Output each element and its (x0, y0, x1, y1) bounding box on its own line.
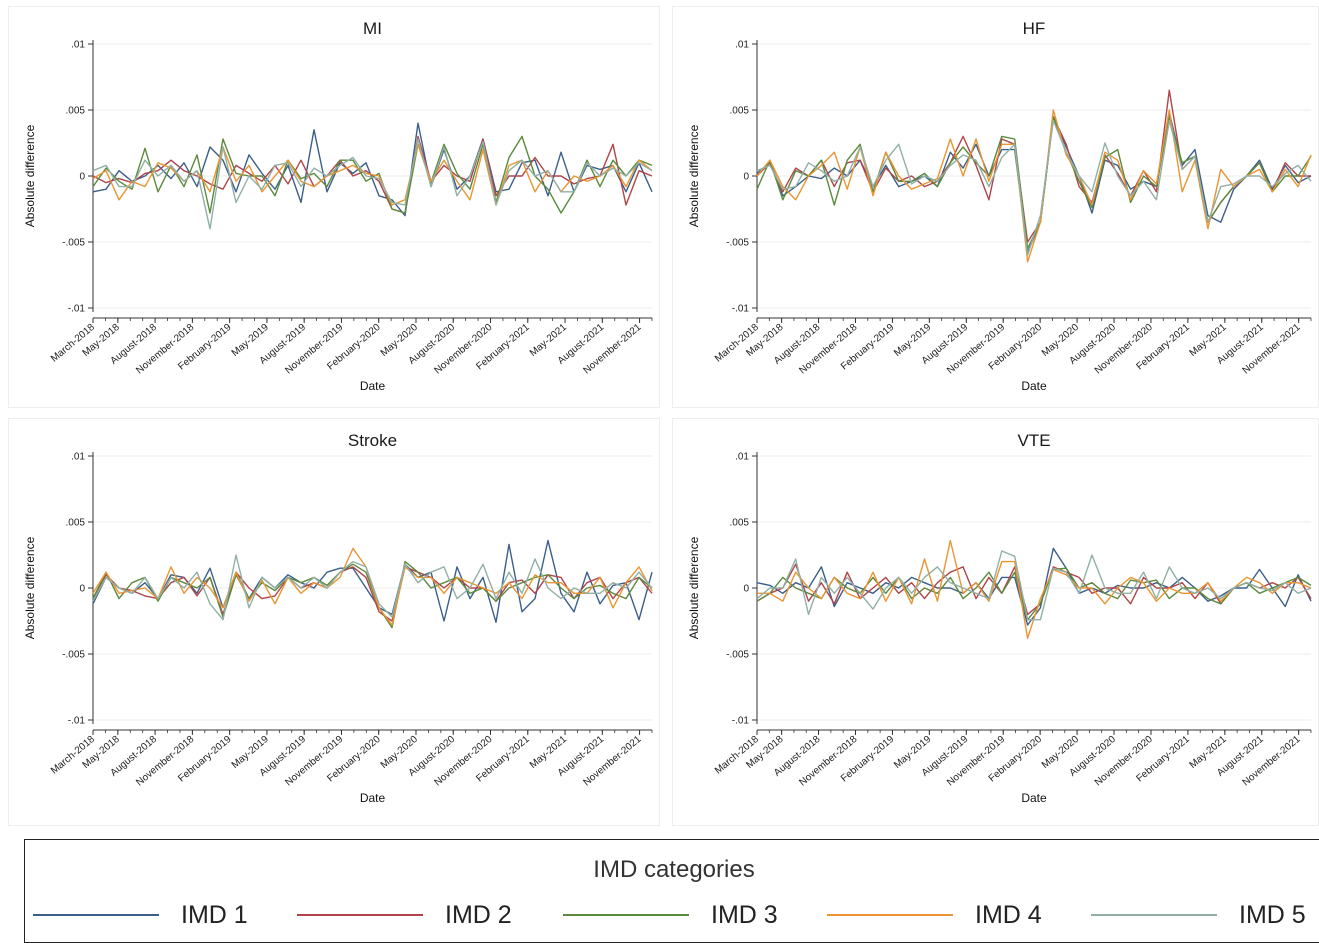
chart-panel-mi: MI.01.0050-.005-.01March-2018May-2018Aug… (8, 6, 660, 408)
stroke-ytick-label: .01 (71, 452, 85, 463)
mi-ytick-label: .005 (66, 106, 86, 117)
mi-ytick-label: .01 (71, 40, 85, 51)
stroke-series-imd-5 (92, 554, 653, 621)
chart-grid: MI .01.005 0 -.005 -.01 March-2018 May-2018 Aug… (8, 6, 1319, 826)
vte-ytick-label: -.01 (732, 716, 750, 727)
hf-panel-frame (672, 6, 1319, 408)
legend-swatch-imd-4 (827, 914, 953, 916)
vte-ytick-label: .005 (730, 518, 750, 529)
vte-series-imd-3 (756, 567, 1312, 621)
chart-legend: IMD categories IMD 1 IMD 2 IMD 3 IMD 4 I… (24, 839, 1319, 943)
mi-title: MI (363, 19, 382, 38)
vte-ytick-label: .01 (735, 452, 749, 463)
mi-series-imd-5 (92, 138, 653, 230)
vte-y-axis-label: Absolute difference (687, 536, 701, 639)
legend-item-imd-1: IMD 1 (33, 898, 248, 932)
hf-y-axis-label: Absolute difference (687, 124, 701, 227)
mi-y-axis-label: Absolute difference (23, 124, 37, 227)
legend-item-imd-4: IMD 4 (827, 898, 1042, 932)
mi-series-imd-1 (92, 122, 653, 217)
legend-title: IMD categories (593, 856, 755, 883)
vte-panel-frame (672, 418, 1319, 826)
chart-panel-hf: HF.01.0050-.005-.01March-2018May-2018Aug… (672, 6, 1319, 408)
hf-ytick-label: 0 (743, 172, 749, 183)
legend-swatch-imd-3 (563, 914, 689, 916)
legend-swatch-imd-2 (297, 914, 423, 916)
mi-ytick-label: -.005 (62, 238, 85, 249)
stroke-ytick-label: -.005 (62, 650, 85, 661)
vte-ytick-label: 0 (743, 584, 749, 595)
mi-x-axis-label: Date (360, 379, 386, 393)
hf-x-axis-label: Date (1021, 379, 1047, 393)
legend-label-imd-5: IMD 5 (1239, 900, 1306, 929)
mi-ytick-label: 0 (79, 172, 85, 183)
mi-ytick-label: -.01 (68, 304, 86, 315)
vte-x-axis-label: Date (1021, 791, 1047, 805)
stroke-series-imd-2 (92, 566, 653, 622)
vte-ytick-label: -.005 (726, 650, 749, 661)
chart-panel-stroke: Stroke.01.0050-.005-.01March-2018May-201… (8, 418, 660, 826)
legend-label-imd-1: IMD 1 (181, 900, 248, 929)
mi-series-imd-2 (92, 135, 653, 214)
legend-swatch-imd-5 (1091, 914, 1217, 916)
legend-item-imd-3: IMD 3 (563, 898, 778, 932)
mi-panel-frame (8, 6, 660, 408)
stroke-series-imd-3 (92, 560, 653, 629)
vte-series-imd-4 (757, 539, 1312, 639)
vte-title: VTE (1017, 431, 1050, 450)
legend-item-imd-2: IMD 2 (297, 898, 512, 932)
hf-series-imd-5 (756, 119, 1312, 256)
legend-label-imd-3: IMD 3 (711, 900, 778, 929)
vte-series-imd-5 (756, 550, 1312, 621)
hf-ytick-label: -.01 (732, 304, 750, 315)
hf-title: HF (1023, 19, 1046, 38)
hf-series-imd-4 (756, 109, 1312, 263)
stroke-title: Stroke (348, 431, 397, 450)
chart-panel-vte: VTE.01.0050-.005-.01March-2018May-2018Au… (672, 418, 1319, 826)
legend-label-imd-2: IMD 2 (445, 900, 512, 929)
hf-ytick-label: .005 (730, 106, 750, 117)
legend-swatch-imd-1 (33, 914, 159, 916)
stroke-ytick-label: -.01 (68, 716, 86, 727)
legend-item-imd-5: IMD 5 (1091, 898, 1306, 932)
stroke-ytick-label: 0 (79, 584, 85, 595)
legend-label-imd-4: IMD 4 (975, 900, 1042, 929)
stroke-x-axis-label: Date (360, 791, 386, 805)
hf-ytick-label: .01 (735, 40, 749, 51)
vte-series-imd-2 (756, 563, 1312, 616)
stroke-y-axis-label: Absolute difference (23, 536, 37, 639)
stroke-ytick-label: .005 (66, 518, 86, 529)
hf-ytick-label: -.005 (726, 238, 749, 249)
stroke-panel-frame (8, 418, 660, 826)
